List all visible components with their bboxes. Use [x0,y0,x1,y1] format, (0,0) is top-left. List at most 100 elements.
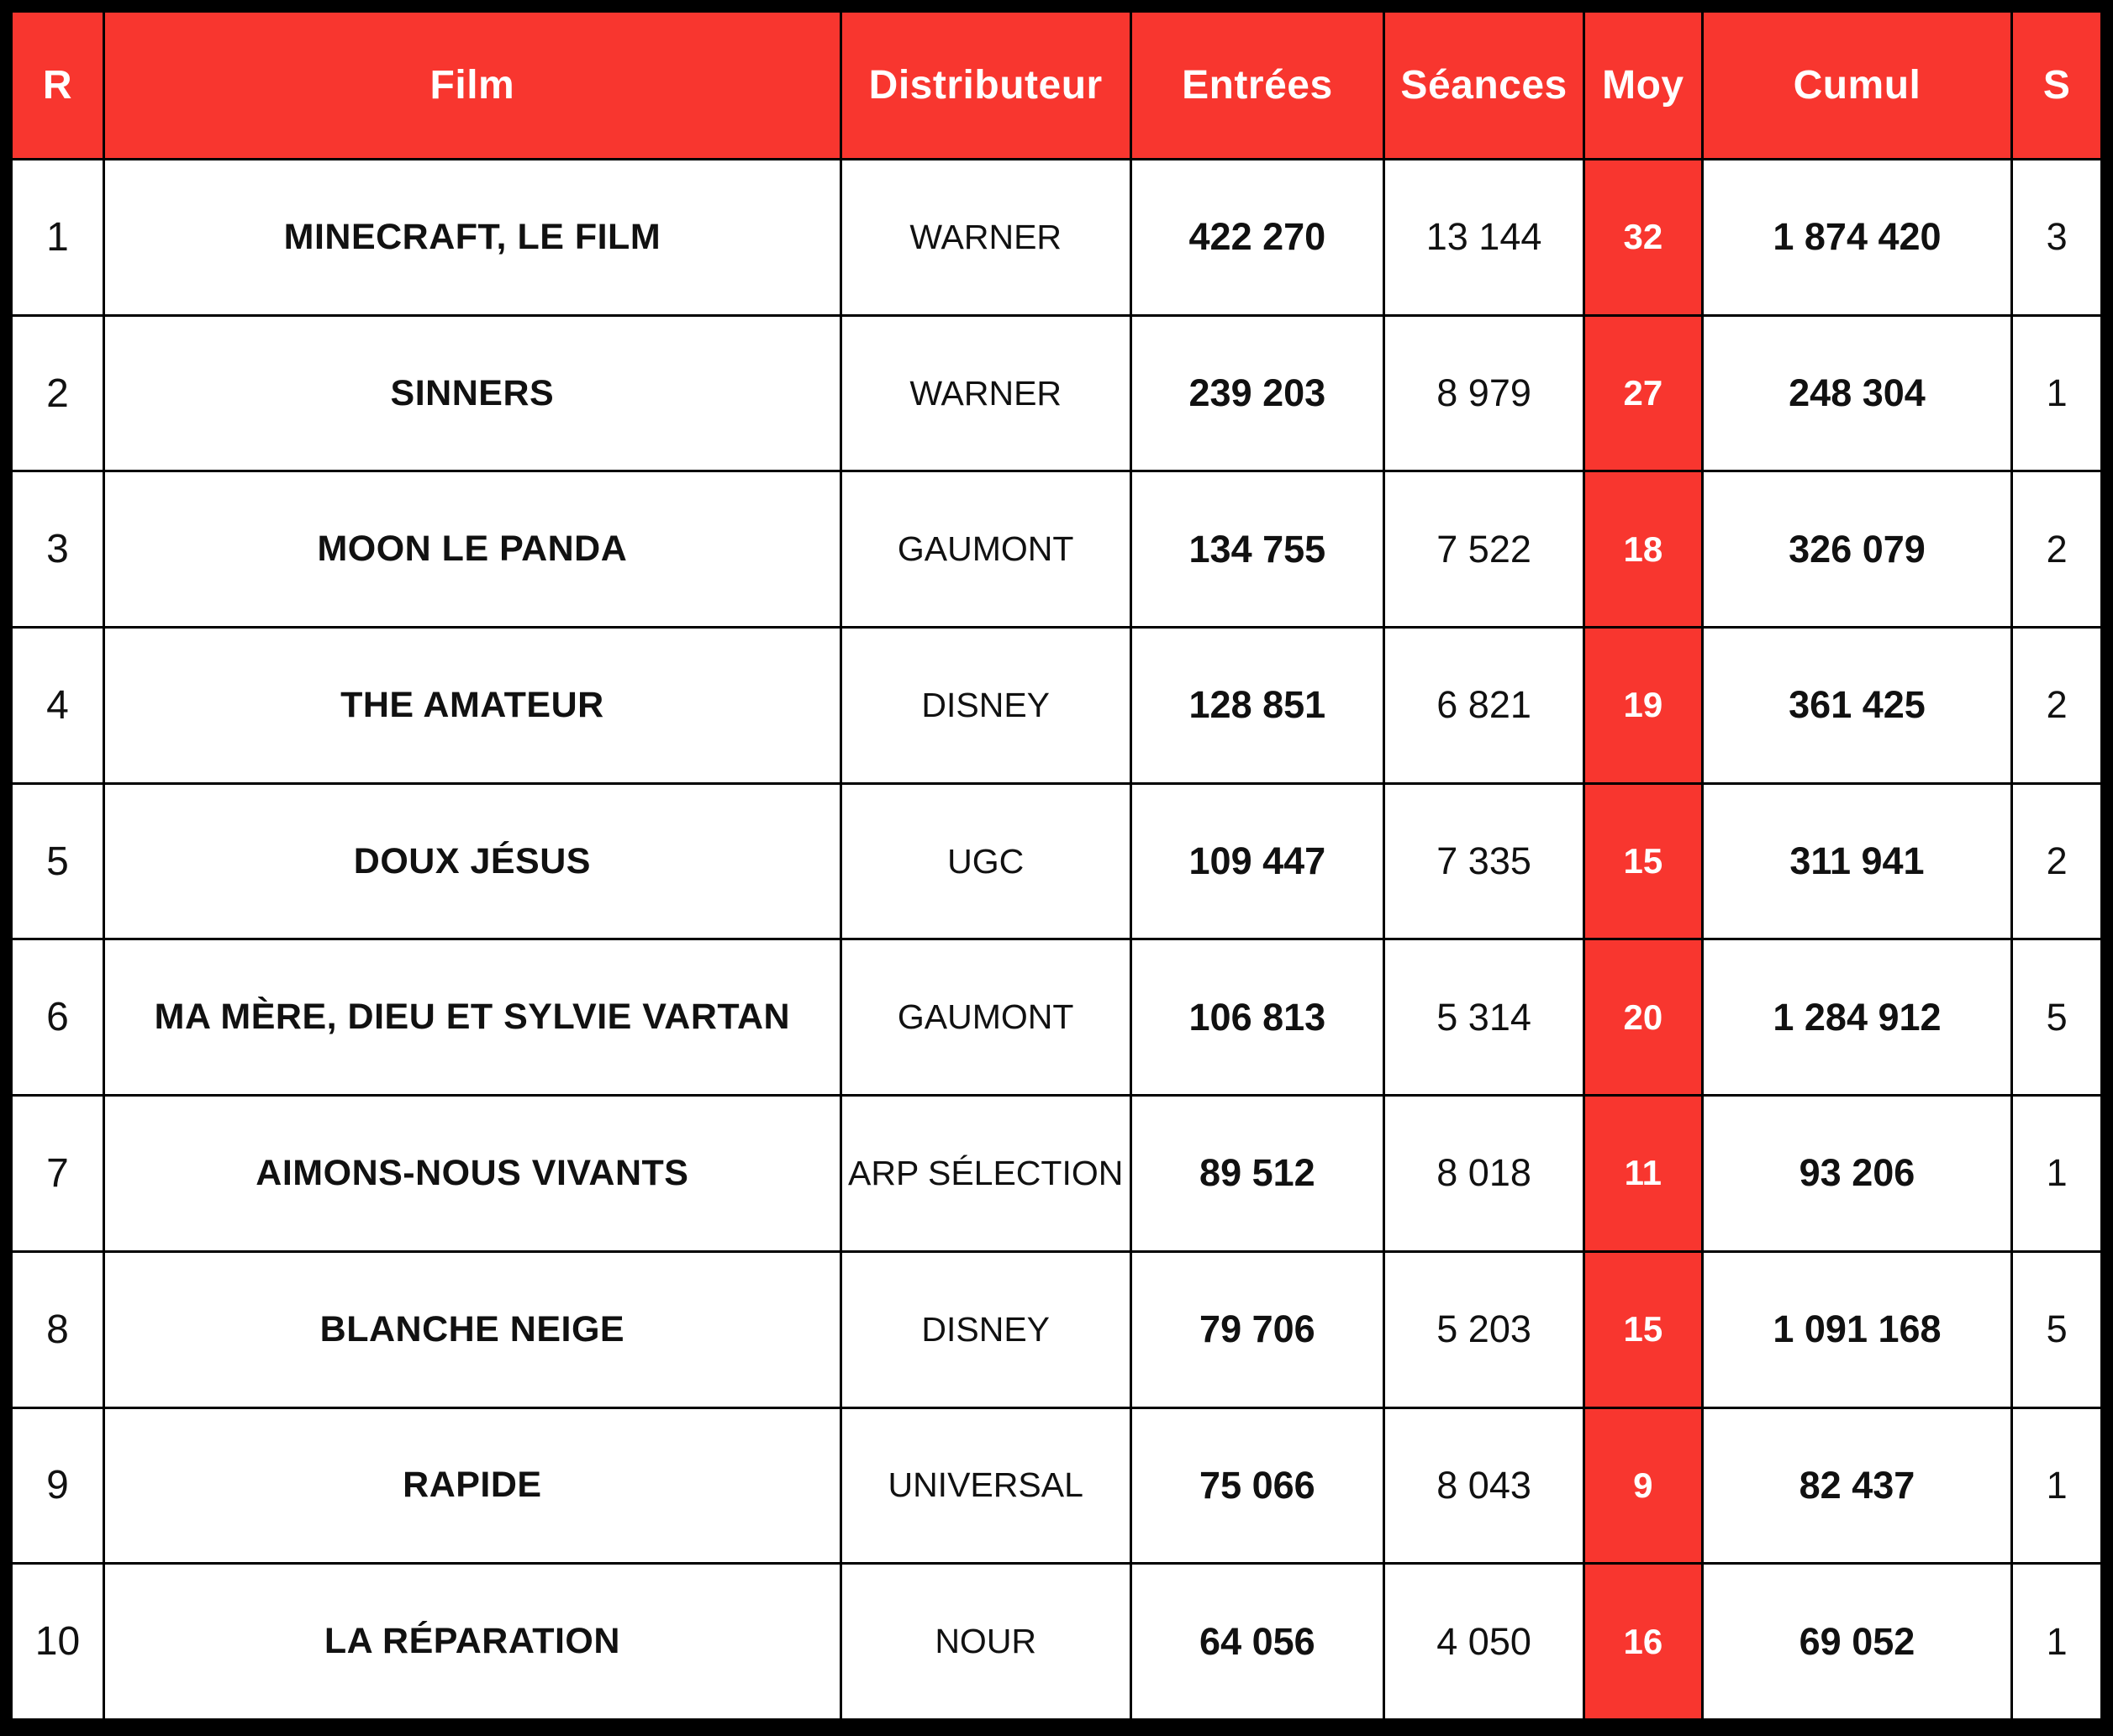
moy-cell: 15 [1582,781,1704,941]
rank-cell: 1 [10,158,105,317]
rank-cell: 3 [10,470,105,629]
film-cell: AIMONS-NOUS VIVANTS [102,1094,842,1253]
distributor-cell: DISNEY [839,1249,1132,1409]
distributor-cell: GAUMONT [839,470,1132,629]
table-row: 8 BLANCHE NEIGE DISNEY 79 706 5 203 15 1… [10,1249,2103,1409]
moy-cell: 11 [1582,1094,1704,1253]
film-cell: SINNERS [102,313,842,473]
weeks-cell: 2 [2010,626,2103,785]
entries-cell: 239 203 [1129,313,1386,473]
rank-cell: 9 [10,1406,105,1565]
moy-cell: 19 [1582,626,1704,785]
box-office-table: R Film Distributeur Entrées Séances Moy … [10,10,2103,1721]
header-rank: R [10,10,105,160]
cumul-cell: 1 284 912 [1700,938,2014,1097]
entries-cell: 422 270 [1129,158,1386,317]
header-seances: Séances [1383,10,1585,160]
weeks-cell: 2 [2010,470,2103,629]
weeks-cell: 3 [2010,158,2103,317]
seances-cell: 5 314 [1383,938,1585,1097]
cumul-cell: 1 874 420 [1700,158,2014,317]
table-body: 1 MINECRAFT, LE FILM WARNER 422 270 13 1… [10,158,2103,1721]
moy-cell: 15 [1582,1249,1704,1409]
moy-cell: 20 [1582,938,1704,1097]
distributor-cell: WARNER [839,313,1132,473]
distributor-cell: UGC [839,781,1132,941]
cumul-cell: 1 091 168 [1700,1249,2014,1409]
rank-cell: 2 [10,313,105,473]
film-cell: BLANCHE NEIGE [102,1249,842,1409]
header-moy: Moy [1582,10,1704,160]
table-row: 4 THE AMATEUR DISNEY 128 851 6 821 19 36… [10,626,2103,785]
entries-cell: 79 706 [1129,1249,1386,1409]
film-cell: DOUX JÉSUS [102,781,842,941]
header-film: Film [102,10,842,160]
weeks-cell: 1 [2010,1406,2103,1565]
entries-cell: 128 851 [1129,626,1386,785]
distributor-cell: WARNER [839,158,1132,317]
seances-cell: 4 050 [1383,1562,1585,1721]
rank-cell: 4 [10,626,105,785]
cumul-cell: 361 425 [1700,626,2014,785]
entries-cell: 89 512 [1129,1094,1386,1253]
cumul-cell: 326 079 [1700,470,2014,629]
cumul-cell: 69 052 [1700,1562,2014,1721]
moy-cell: 18 [1582,470,1704,629]
seances-cell: 6 821 [1383,626,1585,785]
weeks-cell: 5 [2010,1249,2103,1409]
weeks-cell: 1 [2010,1562,2103,1721]
seances-cell: 7 335 [1383,781,1585,941]
header-cumul: Cumul [1700,10,2014,160]
header-entries: Entrées [1129,10,1386,160]
cumul-cell: 82 437 [1700,1406,2014,1565]
moy-cell: 32 [1582,158,1704,317]
weeks-cell: 1 [2010,313,2103,473]
rank-cell: 10 [10,1562,105,1721]
rank-cell: 8 [10,1249,105,1409]
header-distributor: Distributeur [839,10,1132,160]
table-row: 10 LA RÉPARATION NOUR 64 056 4 050 16 69… [10,1562,2103,1721]
table-header: R Film Distributeur Entrées Séances Moy … [10,10,2103,160]
entries-cell: 75 066 [1129,1406,1386,1565]
table-row: 2 SINNERS WARNER 239 203 8 979 27 248 30… [10,313,2103,473]
rank-cell: 6 [10,938,105,1097]
entries-cell: 134 755 [1129,470,1386,629]
cumul-cell: 248 304 [1700,313,2014,473]
film-cell: MA MÈRE, DIEU ET SYLVIE VARTAN [102,938,842,1097]
distributor-cell: UNIVERSAL [839,1406,1132,1565]
seances-cell: 8 979 [1383,313,1585,473]
film-cell: LA RÉPARATION [102,1562,842,1721]
seances-cell: 7 522 [1383,470,1585,629]
table-row: 1 MINECRAFT, LE FILM WARNER 422 270 13 1… [10,158,2103,317]
header-weeks: S [2010,10,2103,160]
weeks-cell: 2 [2010,781,2103,941]
distributor-cell: DISNEY [839,626,1132,785]
header-row: R Film Distributeur Entrées Séances Moy … [10,10,2103,160]
rank-cell: 7 [10,1094,105,1253]
rank-cell: 5 [10,781,105,941]
moy-cell: 9 [1582,1406,1704,1565]
entries-cell: 64 056 [1129,1562,1386,1721]
film-cell: MOON LE PANDA [102,470,842,629]
table-row: 5 DOUX JÉSUS UGC 109 447 7 335 15 311 94… [10,781,2103,941]
moy-cell: 16 [1582,1562,1704,1721]
weeks-cell: 5 [2010,938,2103,1097]
weeks-cell: 1 [2010,1094,2103,1253]
film-cell: THE AMATEUR [102,626,842,785]
cumul-cell: 311 941 [1700,781,2014,941]
seances-cell: 5 203 [1383,1249,1585,1409]
table-row: 9 RAPIDE UNIVERSAL 75 066 8 043 9 82 437… [10,1406,2103,1565]
film-cell: MINECRAFT, LE FILM [102,158,842,317]
moy-cell: 27 [1582,313,1704,473]
seances-cell: 8 043 [1383,1406,1585,1565]
cumul-cell: 93 206 [1700,1094,2014,1253]
seances-cell: 13 144 [1383,158,1585,317]
table-row: 6 MA MÈRE, DIEU ET SYLVIE VARTAN GAUMONT… [10,938,2103,1097]
entries-cell: 106 813 [1129,938,1386,1097]
table-row: 3 MOON LE PANDA GAUMONT 134 755 7 522 18… [10,470,2103,629]
distributor-cell: ARP SÉLECTION [839,1094,1132,1253]
distributor-cell: NOUR [839,1562,1132,1721]
entries-cell: 109 447 [1129,781,1386,941]
table-row: 7 AIMONS-NOUS VIVANTS ARP SÉLECTION 89 5… [10,1094,2103,1253]
